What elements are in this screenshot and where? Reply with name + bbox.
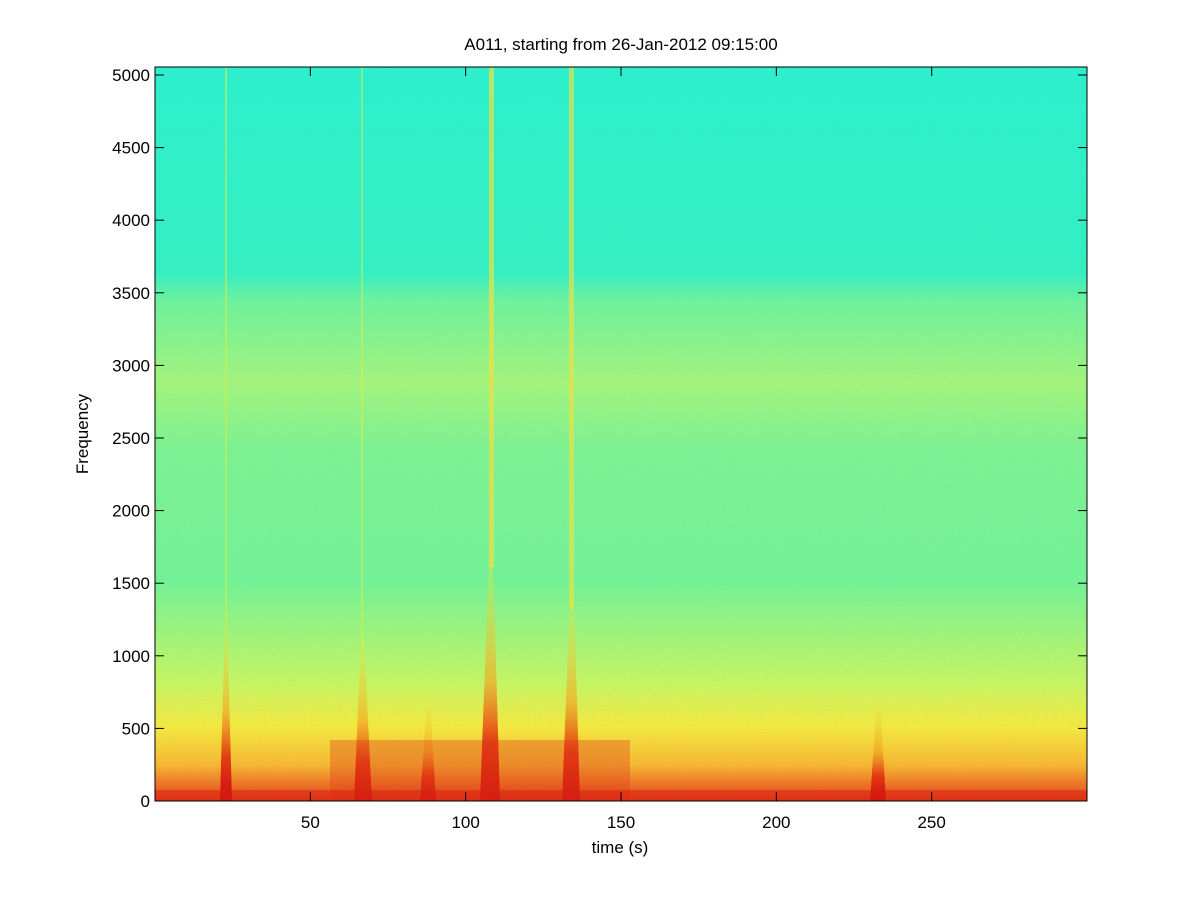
x-tick-label: 200 (762, 813, 790, 832)
x-tick-label: 250 (917, 813, 945, 832)
y-tick-label: 4000 (112, 211, 150, 230)
y-tick-label: 3500 (112, 284, 150, 303)
x-tick-label: 100 (451, 813, 479, 832)
y-tick-label: 500 (122, 719, 150, 738)
y-tick-label: 4500 (112, 139, 150, 158)
y-axis-label: Frequency (73, 393, 92, 474)
y-tick-label: 1500 (112, 574, 150, 593)
y-tick-label: 2500 (112, 429, 150, 448)
y-tick-label: 3000 (112, 356, 150, 375)
spectrogram-image (155, 67, 1087, 801)
chart-title: A011, starting from 26-Jan-2012 09:15:00 (464, 35, 777, 54)
x-axis-label: time (s) (592, 838, 649, 857)
x-tick-label: 150 (607, 813, 635, 832)
y-tick-label: 0 (141, 792, 150, 811)
x-tick-label: 50 (301, 813, 320, 832)
y-tick-label: 2000 (112, 502, 150, 521)
y-tick-label: 1000 (112, 647, 150, 666)
y-tick-label: 5000 (112, 66, 150, 85)
